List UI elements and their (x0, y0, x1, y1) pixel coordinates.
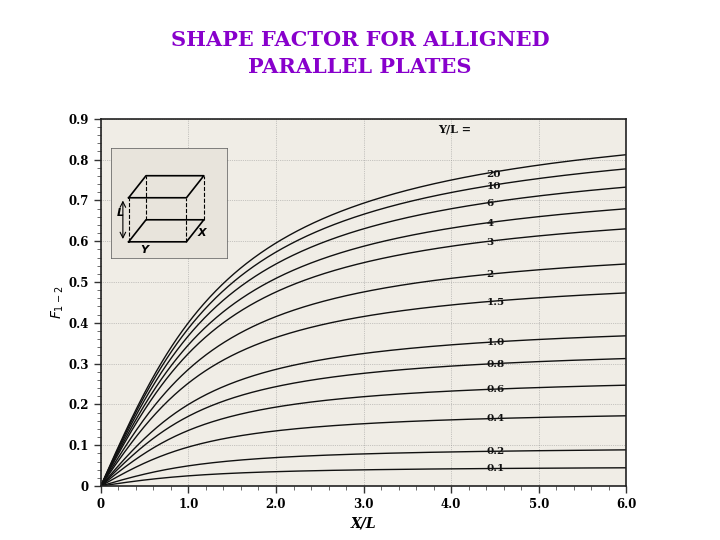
Text: 1.0: 1.0 (486, 338, 505, 347)
Text: 4: 4 (486, 219, 493, 228)
Text: 2: 2 (486, 271, 493, 279)
Text: 6: 6 (486, 199, 493, 208)
Text: 3: 3 (486, 238, 493, 247)
Y-axis label: $F_{1-2}$: $F_{1-2}$ (49, 286, 66, 319)
Text: 0.1: 0.1 (486, 464, 505, 473)
Text: 0.6: 0.6 (486, 385, 505, 394)
Text: Y/L =: Y/L = (438, 124, 471, 134)
Text: 0.8: 0.8 (486, 360, 505, 369)
Text: 20: 20 (486, 170, 500, 179)
X-axis label: X/L: X/L (351, 516, 377, 530)
Text: 10: 10 (486, 183, 500, 192)
Text: 0.4: 0.4 (486, 414, 505, 423)
Text: SHAPE FACTOR FOR ALLIGNED: SHAPE FACTOR FOR ALLIGNED (171, 30, 549, 50)
Text: 0.2: 0.2 (486, 447, 505, 456)
Text: PARALLEL PLATES: PARALLEL PLATES (248, 57, 472, 77)
Text: 1.5: 1.5 (486, 298, 505, 307)
